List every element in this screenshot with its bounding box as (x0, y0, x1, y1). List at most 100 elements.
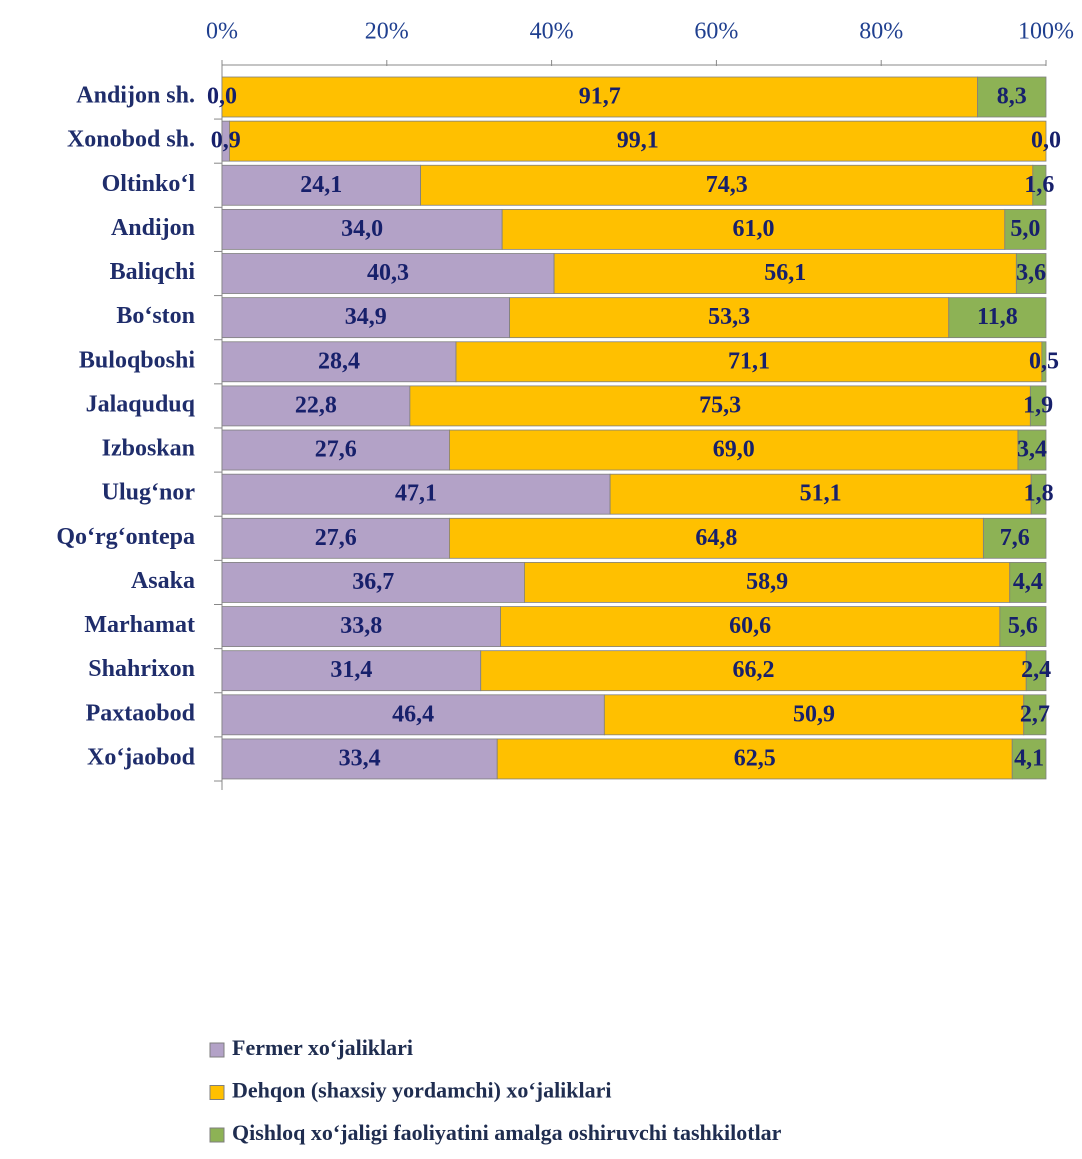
legend-swatch (209, 1085, 225, 1100)
bar-segment (948, 297, 1047, 339)
x-tick-label: 60% (694, 19, 738, 45)
value-label: 56,1 (764, 260, 806, 286)
value-label: 31,4 (330, 657, 372, 683)
y-tick-label: Andijon sh. (76, 83, 195, 109)
y-tick-label: Oltinko‘l (102, 171, 196, 197)
value-label: 36,7 (352, 569, 394, 595)
y-tick-label: Marhamat (84, 612, 195, 638)
legend-swatch (209, 1042, 225, 1058)
y-tick-label: Ulug‘nor (102, 480, 196, 506)
value-label: 62,5 (734, 745, 776, 771)
bar-segment (603, 694, 1025, 736)
bar-segment (221, 341, 457, 383)
bar-segment (1030, 473, 1047, 515)
value-label: 3,6 (1016, 260, 1046, 286)
value-label: 34,9 (345, 304, 387, 330)
bar-segment (221, 164, 421, 206)
bar-segment (1011, 738, 1047, 780)
value-label: 99,1 (617, 128, 659, 154)
y-tick-label: Andijon (111, 215, 195, 241)
value-label: 69,0 (713, 437, 755, 463)
legend-label: Qishloq xo‘jaligi faoliyatini amalga osh… (232, 1120, 782, 1145)
y-tick-label: Bo‘ston (116, 303, 195, 329)
bar-segment (221, 473, 611, 515)
x-tick-label: 40% (530, 19, 574, 45)
value-label: 0,5 (1029, 348, 1059, 374)
value-label: 27,6 (315, 437, 357, 463)
bar-segment (221, 429, 450, 471)
value-label: 60,6 (729, 613, 771, 639)
x-tick-label: 0% (206, 19, 238, 45)
bar-segment (501, 208, 1006, 250)
value-label: 1,6 (1024, 172, 1054, 198)
y-tick-label: Buloqboshi (79, 347, 195, 373)
value-label: 71,1 (728, 348, 770, 374)
bar-segment (509, 297, 950, 339)
value-label: 34,0 (341, 216, 383, 242)
legend-label: Fermer xo‘jaliklari (232, 1035, 413, 1060)
value-label: 2,7 (1020, 701, 1050, 727)
bar-segment (221, 517, 450, 559)
bar-segment (1015, 253, 1047, 294)
value-label: 22,8 (295, 392, 337, 418)
bar-segment (1041, 341, 1047, 383)
y-tick-label: Asaka (131, 568, 195, 594)
bar-segment (221, 297, 510, 339)
bar-segment (221, 650, 482, 692)
bar-segment (977, 76, 1047, 118)
value-label: 1,8 (1024, 481, 1054, 507)
bar-segment (221, 385, 411, 427)
value-label: 5,6 (1008, 613, 1038, 639)
x-tick-label: 20% (365, 19, 409, 45)
bar-segment (524, 562, 1011, 603)
value-label: 0,9 (211, 128, 241, 154)
legend-label: Dehqon (shaxsiy yordamchi) xo‘jaliklari (232, 1078, 612, 1103)
bar-segment (496, 738, 1013, 780)
value-label: 11,8 (977, 304, 1018, 330)
value-label: 64,8 (695, 525, 737, 551)
bar-segment (1009, 562, 1047, 603)
value-label: 8,3 (997, 84, 1027, 110)
y-tick-label: Shahrixon (88, 656, 195, 682)
value-label: 5,0 (1010, 216, 1040, 242)
value-label: 61,0 (732, 216, 774, 242)
bar-segment (221, 694, 605, 736)
bar-segment (455, 341, 1043, 383)
bar-segment (1023, 694, 1047, 736)
bar-segment (609, 473, 1032, 515)
legend-swatch (209, 1127, 225, 1143)
bar-segment (449, 517, 984, 559)
value-label: 46,4 (392, 701, 434, 727)
value-label: 91,7 (579, 84, 621, 110)
bar-segment (1032, 164, 1047, 206)
value-label: 74,3 (706, 172, 748, 198)
y-tick-label: Qo‘rg‘ontepa (56, 524, 195, 550)
value-label: 4,1 (1014, 745, 1044, 771)
y-tick-label: Baliqchi (110, 259, 196, 285)
bar-segment (1017, 429, 1047, 471)
value-label: 24,1 (300, 172, 342, 198)
value-label: 75,3 (699, 392, 741, 418)
bar-segment (982, 517, 1047, 559)
value-label: 1,9 (1023, 392, 1053, 418)
bar-segment (409, 385, 1031, 427)
value-label: 7,6 (1000, 525, 1030, 551)
bar-segment (221, 738, 498, 780)
bar-segment (449, 429, 1019, 471)
value-label: 40,3 (367, 260, 409, 286)
value-label: 33,8 (340, 613, 382, 639)
value-label: 51,1 (800, 481, 842, 507)
x-tick-label: 80% (859, 19, 903, 45)
bar-segment (221, 253, 555, 294)
y-tick-label: Paxtaobod (86, 700, 196, 726)
bar-segment (480, 650, 1027, 692)
bar-segment (221, 606, 501, 647)
value-label: 47,1 (395, 481, 437, 507)
value-label: 4,4 (1013, 569, 1043, 595)
value-label: 2,4 (1021, 657, 1051, 683)
value-label: 0,0 (1031, 128, 1061, 154)
bar-segment (1004, 208, 1047, 250)
value-label: 3,4 (1017, 437, 1047, 463)
y-tick-label: Jalaquduq (86, 391, 196, 417)
